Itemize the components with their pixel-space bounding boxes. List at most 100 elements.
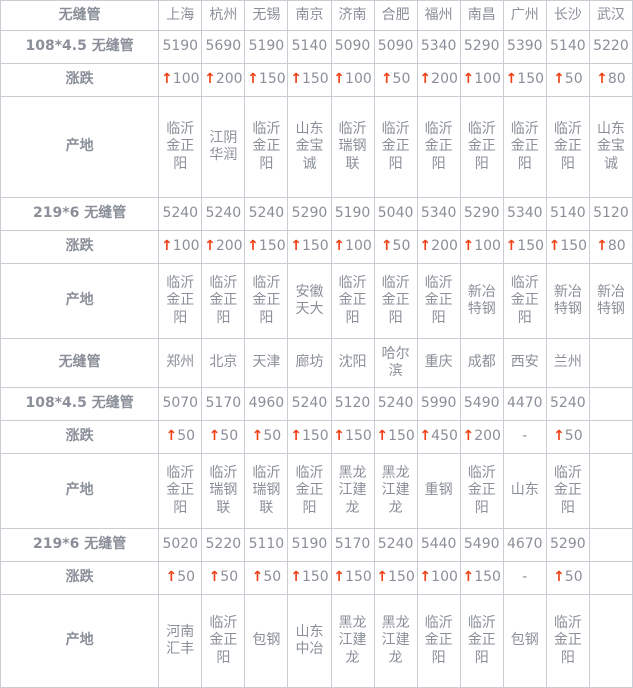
- up-arrow-icon: ↑: [290, 71, 302, 88]
- up-arrow-icon: ↑: [505, 71, 518, 88]
- change-cell: ↑100: [158, 230, 203, 264]
- up-arrow-icon: ↑: [333, 71, 346, 88]
- origin-cell: 黑龙江建龙: [330, 453, 375, 529]
- city-header: 西安: [502, 338, 547, 388]
- change-cell: ↑150: [459, 561, 504, 595]
- origin-cell: 山东: [502, 453, 547, 529]
- change-cell: ↑450: [416, 420, 461, 454]
- city-header: 成都: [459, 338, 504, 388]
- up-arrow-icon: ↑: [462, 428, 475, 445]
- change-cell: ↑100: [416, 561, 461, 595]
- origin-cell: 临沂金正阳: [158, 453, 203, 529]
- change-cell: ↑100: [459, 63, 504, 97]
- city-header: 哈尔滨: [373, 338, 418, 388]
- change-cell: ↑50: [201, 420, 246, 454]
- price-cell: 5290: [459, 197, 504, 231]
- up-arrow-icon: ↑: [553, 569, 565, 586]
- price-cell: 5340: [502, 197, 547, 231]
- up-arrow-icon: ↑: [161, 238, 173, 255]
- city-header: 南京: [287, 0, 332, 31]
- origin-cell: 临沂金正阳: [330, 263, 375, 339]
- city-header: 兰州: [545, 338, 590, 388]
- origin-cell: 临沂金正阳: [244, 96, 289, 198]
- change-cell: ↑50: [158, 561, 203, 595]
- origin-row: 产地 临沂金正阳 临沂瑞钢联 临沂瑞钢联 临沂金正阳 黑龙江建龙 黑龙江建龙 重钢 临沂金正阳山…: [0, 453, 633, 529]
- origin-cell: 临沂金正阳: [416, 96, 461, 198]
- up-arrow-icon: ↑: [419, 238, 432, 255]
- origin-cell: 临沂金正阳: [201, 594, 246, 688]
- city-header: 无锡: [244, 0, 289, 31]
- city-header: 上海: [158, 0, 203, 31]
- change-label: 涨跌: [0, 230, 160, 264]
- price-cell: 5140: [545, 30, 590, 64]
- origin-cell: 江阴华润: [201, 96, 246, 198]
- origin-cell: 临沂金正阳: [459, 96, 504, 198]
- empty-cell: [588, 420, 633, 454]
- origin-cell: 临沂金正阳: [416, 594, 461, 688]
- up-arrow-icon: ↑: [333, 238, 346, 255]
- change-cell: ↑50: [545, 63, 590, 97]
- change-row: 涨跌 ↑50 ↑50 ↑50 ↑150 ↑150 ↑150 ↑450 ↑200- ↑50: [0, 420, 633, 454]
- change-cell: ↑150: [373, 561, 418, 595]
- price-cell: 5090: [330, 30, 375, 64]
- origin-label: 产地: [0, 594, 160, 688]
- price-cell: 5170: [201, 387, 246, 421]
- price-cell: 5240: [158, 197, 203, 231]
- change-cell: ↑50: [373, 63, 418, 97]
- change-cell: ↑100: [330, 63, 375, 97]
- up-arrow-icon: ↑: [596, 238, 608, 255]
- origin-cell: 临沂金正阳: [502, 263, 547, 339]
- price-cell: 5290: [459, 30, 504, 64]
- empty-cell: [588, 338, 633, 388]
- change-cell: ↑80: [588, 230, 633, 264]
- empty-cell: [588, 453, 633, 529]
- change-cell: ↑50: [201, 561, 246, 595]
- origin-cell: 临沂金正阳: [373, 96, 418, 198]
- city-header: 沈阳: [330, 338, 375, 388]
- price-cell: 5390: [502, 30, 547, 64]
- origin-cell: 山东中冶: [287, 594, 332, 688]
- change-cell: ↑100: [459, 230, 504, 264]
- change-cell: ↑50: [244, 561, 289, 595]
- change-cell: ↑150: [373, 420, 418, 454]
- change-label: 涨跌: [0, 63, 160, 97]
- origin-cell: 新冶特钢: [459, 263, 504, 339]
- change-cell: ↑150: [287, 230, 332, 264]
- up-arrow-icon: ↑: [505, 238, 518, 255]
- spec-label: 219*6 无缝管: [0, 528, 160, 562]
- change-cell: ↑50: [158, 420, 203, 454]
- change-cell: ↑150: [502, 63, 547, 97]
- price-cell: 5070: [158, 387, 203, 421]
- origin-cell: 临沂瑞钢联: [244, 453, 289, 529]
- city-header: 长沙: [545, 0, 590, 31]
- change-cell: ↑150: [545, 230, 590, 264]
- price-row: 108*4.5 无缝管 5070 5170 4960 5240 5120 5240 5990 5…: [0, 387, 633, 421]
- price-cell: 5190: [330, 197, 375, 231]
- up-arrow-icon: ↑: [553, 71, 565, 88]
- change-cell: ↑150: [287, 420, 332, 454]
- city-header: 郑州: [158, 338, 203, 388]
- city-header: 廊坊: [287, 338, 332, 388]
- change-cell: ↑50: [545, 561, 590, 595]
- price-cell: 4960: [244, 387, 289, 421]
- up-arrow-icon: ↑: [208, 569, 221, 586]
- origin-label: 产地: [0, 453, 160, 529]
- change-cell: ↑50: [244, 420, 289, 454]
- price-cell: 5220: [588, 30, 633, 64]
- origin-cell: 临沂金正阳: [287, 453, 332, 529]
- city-header: 福州: [416, 0, 461, 31]
- price-cell: 5240: [373, 528, 418, 562]
- change-row: 涨跌 ↑100 ↑200 ↑150 ↑150 ↑100 ↑50 ↑200 ↑100 ↑150 ↑50…: [0, 63, 633, 97]
- up-arrow-icon: ↑: [553, 428, 565, 445]
- spec-label: 108*4.5 无缝管: [0, 30, 160, 64]
- change-cell: ↑200: [416, 63, 461, 97]
- empty-cell: [588, 528, 633, 562]
- price-cell: 5340: [416, 197, 461, 231]
- up-arrow-icon: ↑: [204, 238, 216, 255]
- change-cell: ↑50: [373, 230, 418, 264]
- price-cell: 5190: [244, 30, 289, 64]
- up-arrow-icon: ↑: [462, 71, 475, 88]
- price-cell: 5340: [416, 30, 461, 64]
